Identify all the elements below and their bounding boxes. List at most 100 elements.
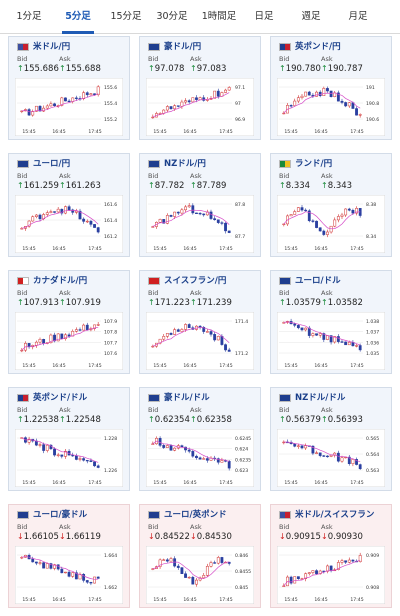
currency-pair-name[interactable]: 豪ドル/ドル xyxy=(164,393,210,403)
candle xyxy=(67,334,71,337)
currency-pair-name[interactable]: ユーロ/ドル xyxy=(295,276,341,286)
mini-chart[interactable]: 97.1 97 96.9 15:45 16:45 17:45 xyxy=(146,78,254,136)
mini-chart[interactable]: 0.6245 0.624 0.6235 0.623 15:45 16:45 17:45 xyxy=(146,429,254,487)
mini-chart[interactable]: 0.565 0.564 0.563 15:45 16:45 17:45 xyxy=(277,429,385,487)
x-tick-label: 16:45 xyxy=(52,363,65,369)
currency-pair-name[interactable]: 英ポンド/円 xyxy=(295,42,341,52)
candle xyxy=(60,208,64,214)
currency-pair-name[interactable]: 米ドル/円 xyxy=(33,42,71,52)
x-tick-label: 17:45 xyxy=(219,129,232,135)
candle xyxy=(38,339,42,343)
candle xyxy=(289,576,293,584)
up-arrow-icon: ↑ xyxy=(148,64,155,73)
rate-card[interactable]: ランド/円 Bid Ask ↑8.334 ↑8.343 8.38 8.34 15:45 16:4… xyxy=(270,153,392,257)
tab-8[interactable]: 月足 xyxy=(348,11,368,22)
mini-chart[interactable]: 161.6 161.4 161.2 15:45 16:45 17:45 xyxy=(15,195,123,253)
moving-average-line xyxy=(152,327,230,347)
rate-card[interactable]: NZドル/ドル Bid Ask ↑0.56379 ↑0.56393 0.565 0.564 0… xyxy=(270,387,392,491)
mini-chart[interactable]: 8.38 8.34 15:45 16:45 17:45 xyxy=(277,195,385,253)
mini-chart[interactable]: 191 190.8 190.6 15:45 16:45 17:45 xyxy=(277,78,385,136)
candle xyxy=(27,109,31,116)
mini-chart[interactable]: 155.6 155.4 155.2 15:45 16:45 17:45 xyxy=(15,78,123,136)
mini-chart[interactable]: 107.9 107.8 107.7 107.6 15:45 16:45 17:45 xyxy=(15,312,123,370)
rate-card[interactable]: ユーロ/ドル Bid Ask ↑1.03579 ↑1.03582 1.038 1.037 1.… xyxy=(270,270,392,374)
mini-chart[interactable]: 87.8 87.7 15:45 16:45 17:45 xyxy=(146,195,254,253)
candle xyxy=(60,454,64,457)
y-tick-label: 0.845 xyxy=(235,585,248,591)
rate-card[interactable]: 英ポンド/円 Bid Ask ↑190.780 ↑190.787 191 190.8 190.… xyxy=(270,36,392,140)
ask-label: Ask xyxy=(59,289,71,297)
candle xyxy=(56,564,60,570)
y-tick-label: 1.035 xyxy=(366,351,379,357)
x-tick-label: 16:45 xyxy=(314,129,327,135)
y-tick-label: 161.4 xyxy=(104,218,117,224)
tab-4[interactable]: 30分足 xyxy=(156,11,188,22)
y-tick-label: 1.664 xyxy=(104,553,117,559)
candle xyxy=(336,562,340,570)
ask-price: ↑190.787 xyxy=(321,64,363,74)
tab-1[interactable]: 1分足 xyxy=(16,11,42,22)
mini-chart[interactable]: 0.846 0.8455 0.845 15:45 16:45 17:45 xyxy=(146,546,254,604)
mini-chart[interactable]: 0.909 0.908 15:45 16:45 17:45 xyxy=(277,546,385,604)
tab-3[interactable]: 15分足 xyxy=(110,11,142,22)
rate-card[interactable]: ユーロ/英ポンド Bid Ask ↓0.84522 ↓0.84530 0.846 0.845… xyxy=(139,504,261,608)
x-tick-label: 16:45 xyxy=(52,480,65,486)
rate-card[interactable]: スイスフラン/円 Bid Ask ↑171.223 ↑171.239 171.4 171.2… xyxy=(139,270,261,374)
tab-6[interactable]: 日足 xyxy=(254,11,274,22)
rate-card[interactable]: NZドル/円 Bid Ask ↑87.782 ↑87.789 87.8 87.7 15:45 1… xyxy=(139,153,261,257)
flag-icon xyxy=(148,511,160,519)
moving-average-line xyxy=(152,209,230,227)
currency-pair-name[interactable]: NZドル/ドル xyxy=(295,393,346,403)
currency-pair-name[interactable]: ユーロ/円 xyxy=(33,159,71,169)
candle xyxy=(191,451,195,457)
candle xyxy=(53,564,56,569)
mini-chart[interactable]: 1.664 1.662 15:45 16:45 17:45 xyxy=(15,546,123,604)
currency-pair-name[interactable]: NZドル/円 xyxy=(164,159,206,169)
mini-chart[interactable]: 171.4 171.2 15:45 16:45 17:45 xyxy=(146,312,254,370)
tab-5[interactable]: 1時間足 xyxy=(201,11,237,22)
x-tick-label: 16:45 xyxy=(314,363,327,369)
candle xyxy=(329,335,333,343)
moving-average-line xyxy=(21,210,99,229)
rate-card[interactable]: 英ポンド/ドル Bid Ask ↑1.22538 ↑1.22548 1.228 1.226 1… xyxy=(8,387,130,491)
currency-pair-name[interactable]: スイスフラン/円 xyxy=(164,276,227,286)
tab-2[interactable]: 5分足 xyxy=(56,0,100,34)
x-tick-label: 17:45 xyxy=(350,129,363,135)
y-tick-label: 0.6245 xyxy=(235,436,251,442)
bid-price: ↑190.780 xyxy=(279,64,321,74)
candle xyxy=(198,577,202,581)
ask-label: Ask xyxy=(59,523,71,531)
candle xyxy=(49,563,53,569)
y-tick-label: 0.564 xyxy=(366,452,379,458)
x-tick-label: 16:45 xyxy=(183,129,196,135)
candle xyxy=(198,97,202,100)
rate-card[interactable]: ユーロ/豪ドル Bid Ask ↓1.66105 ↓1.66119 1.664 1.662 1… xyxy=(8,504,130,608)
ask-price: ↑155.688 xyxy=(59,64,101,74)
bid-value: 107.913 xyxy=(23,298,59,308)
mini-chart[interactable]: 1.038 1.037 1.036 1.035 15:45 16:45 17:45 xyxy=(277,312,385,370)
candle xyxy=(49,103,53,107)
x-tick-label: 17:45 xyxy=(350,597,363,603)
rate-card[interactable]: ユーロ/円 Bid Ask ↑161.259 ↑161.263 161.6 161.4 161… xyxy=(8,153,130,257)
mini-chart[interactable]: 1.228 1.226 15:45 16:45 17:45 xyxy=(15,429,123,487)
currency-pair-name[interactable]: カナダドル/円 xyxy=(33,276,88,286)
rate-card[interactable]: 豪ドル/ドル Bid Ask ↑0.62354 ↑0.62358 0.6245 0.624 0… xyxy=(139,387,261,491)
rate-card[interactable]: カナダドル/円 Bid Ask ↑107.913 ↑107.919 107.9 107.8 1… xyxy=(8,270,130,374)
currency-pair-name[interactable]: 豪ドル/円 xyxy=(164,42,202,52)
candle xyxy=(315,570,318,575)
currency-pair-name[interactable]: 米ドル/スイスフラン xyxy=(295,510,375,520)
candle xyxy=(60,568,64,574)
tab-7[interactable]: 週足 xyxy=(301,11,321,22)
currency-pair-name[interactable]: 英ポンド/ドル xyxy=(33,393,88,403)
candle xyxy=(64,334,67,339)
rate-card[interactable]: 米ドル/スイスフラン Bid Ask ↓0.90915 ↓0.90930 0.909 0.9… xyxy=(270,504,392,608)
currency-pair-name[interactable]: ランド/円 xyxy=(295,159,333,169)
currency-pair-name[interactable]: ユーロ/豪ドル xyxy=(33,510,88,520)
up-arrow-icon: ↑ xyxy=(321,415,328,424)
ask-price: ↓0.84530 xyxy=(190,532,232,542)
currency-pair-name[interactable]: ユーロ/英ポンド xyxy=(164,510,227,520)
candle xyxy=(318,91,322,96)
rate-card[interactable]: 米ドル/円 Bid Ask ↑155.686 ↑155.688 155.6 155.4 155… xyxy=(8,36,130,140)
rate-card[interactable]: 豪ドル/円 Bid Ask ↑97.078 ↑97.083 97.1 97 96.9 15:45… xyxy=(139,36,261,140)
candle xyxy=(195,455,198,459)
